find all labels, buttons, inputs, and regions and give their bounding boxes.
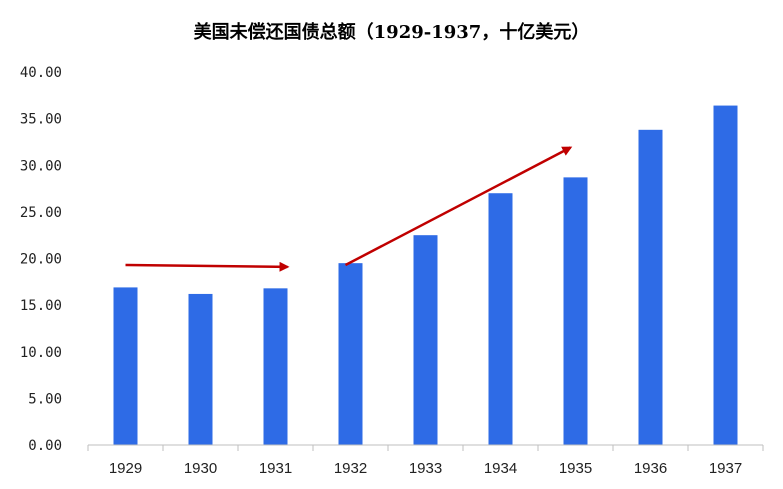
trend-arrow	[344, 146, 573, 267]
bar-1935	[563, 177, 588, 445]
x-tick-label: 1936	[634, 460, 667, 477]
y-tick-label: 25.00	[20, 205, 62, 221]
bar-1934	[488, 193, 513, 445]
bar-1936	[638, 129, 663, 445]
bar-1930	[188, 293, 213, 445]
bar-1929	[113, 287, 138, 445]
x-tick-label: 1930	[184, 460, 217, 477]
x-tick-label: 1934	[484, 460, 517, 477]
y-tick-label: 5.00	[28, 391, 62, 407]
y-tick-label: 10.00	[20, 345, 62, 361]
y-tick-label: 35.00	[20, 112, 62, 128]
y-tick-label: 15.00	[20, 298, 62, 314]
x-axis-tickmarks	[87, 445, 764, 451]
y-tick-label: 40.00	[20, 65, 62, 81]
x-tick-label: 1932	[334, 460, 367, 477]
bar-1937	[713, 105, 738, 445]
x-tick-label: 1929	[109, 460, 142, 477]
x-axis-ticks: 1929 1930 1931 1932 1933 1934 1935 1936 1937	[109, 460, 742, 477]
y-tick-label: 30.00	[20, 158, 62, 174]
y-axis-ticks: 0.00 5.00 10.00 15.00 20.00 25.00 30.00 35.00 40…	[20, 65, 62, 454]
y-tick-label: 20.00	[20, 252, 62, 268]
x-tick-label: 1935	[559, 460, 592, 477]
x-tick-label: 1931	[259, 460, 292, 477]
bar-1931	[263, 288, 288, 445]
x-tick-label: 1933	[409, 460, 442, 477]
trend-arrow	[125, 261, 290, 272]
chart-title: 美国未偿还国债总额（1929-1937，十亿美元）	[193, 22, 590, 43]
bar-1933	[413, 235, 438, 445]
bars	[113, 105, 738, 445]
annotations	[125, 146, 573, 272]
bar-1932	[338, 263, 363, 445]
x-tick-label: 1937	[709, 460, 742, 477]
y-tick-label: 0.00	[28, 438, 62, 454]
